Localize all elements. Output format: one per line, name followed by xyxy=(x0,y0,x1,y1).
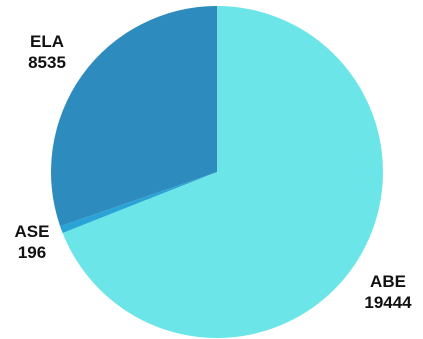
slice-name: ABE xyxy=(370,272,406,291)
slice-label-abe: ABE 19444 xyxy=(364,272,412,312)
slice-value: 196 xyxy=(18,243,46,262)
slice-name: ELA xyxy=(30,32,64,51)
pie-slice-ela xyxy=(51,6,218,227)
pie-labels: ABE 19444 ASE 196 ELA 8535 xyxy=(15,32,413,312)
slice-label-ela: ELA 8535 xyxy=(28,32,66,72)
slice-value: 19444 xyxy=(364,293,412,312)
pie-slice-abe xyxy=(62,6,383,339)
slice-label-ase: ASE 196 xyxy=(15,222,50,262)
slice-value: 8535 xyxy=(28,53,66,72)
pie-slice-ase xyxy=(60,172,217,233)
slice-name: ASE xyxy=(15,222,50,241)
pie-slices xyxy=(51,6,383,339)
